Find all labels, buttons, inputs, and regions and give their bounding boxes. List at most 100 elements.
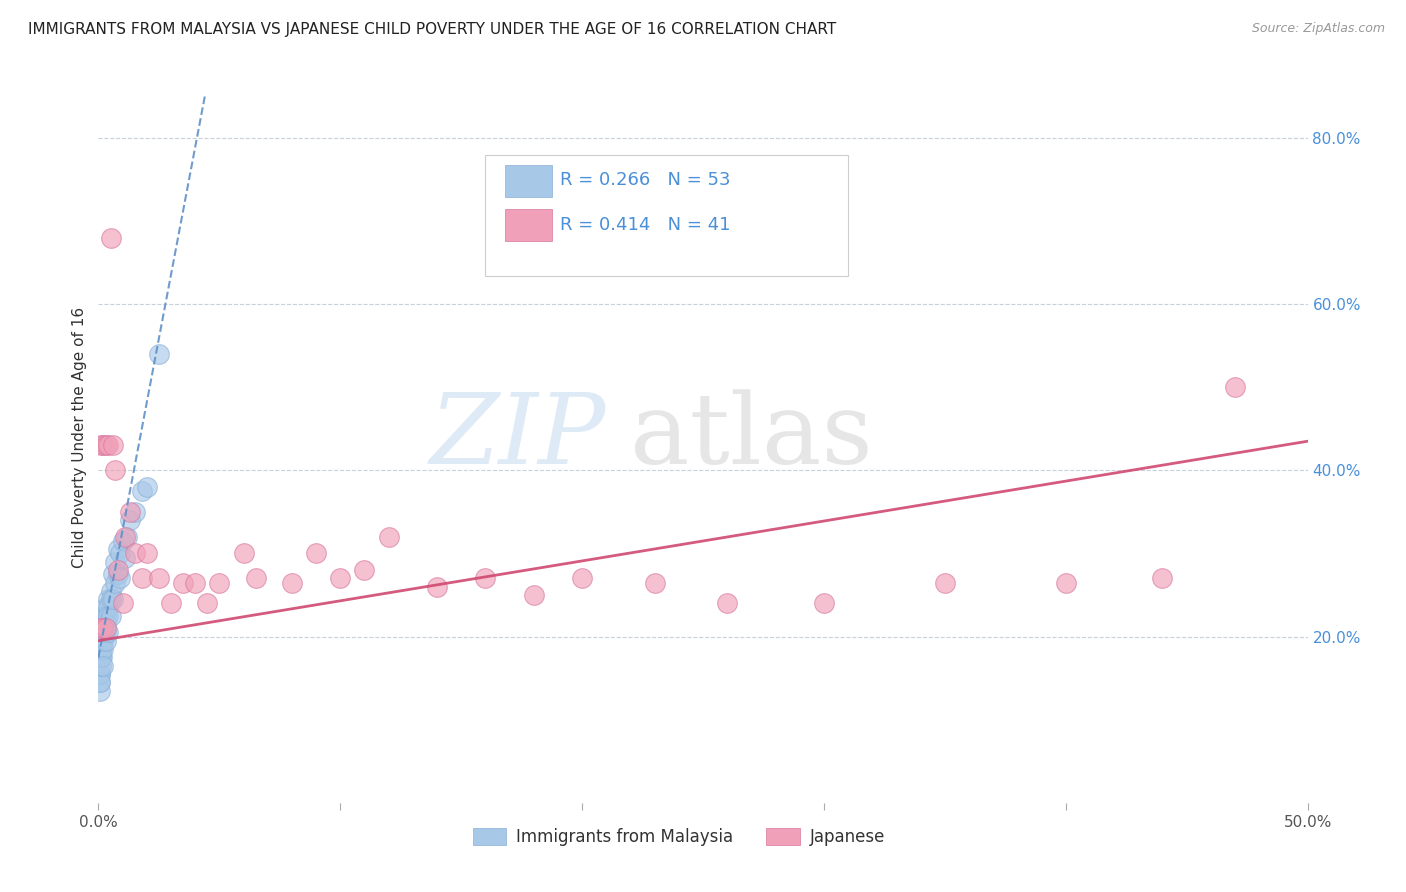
Point — [1223, 380, 1246, 394]
Point — [91, 633, 114, 648]
Point — [91, 608, 114, 623]
Legend: Immigrants from Malaysia, Japanese: Immigrants from Malaysia, Japanese — [465, 822, 891, 853]
Point — [100, 608, 122, 623]
Point — [100, 583, 122, 598]
Point — [100, 592, 122, 607]
Point — [89, 667, 111, 681]
Point — [111, 596, 134, 610]
FancyBboxPatch shape — [485, 155, 848, 277]
Point — [377, 530, 399, 544]
Point — [94, 621, 117, 635]
Point — [94, 600, 117, 615]
Point — [305, 546, 328, 560]
Point — [474, 571, 496, 585]
Point — [172, 575, 194, 590]
Point — [124, 546, 146, 560]
Point — [91, 633, 114, 648]
Point — [117, 530, 139, 544]
Text: R = 0.266   N = 53: R = 0.266 N = 53 — [561, 170, 731, 188]
Point — [101, 567, 124, 582]
Point — [135, 480, 157, 494]
Point — [90, 642, 112, 657]
Point — [97, 625, 120, 640]
Point — [91, 625, 114, 640]
Point — [195, 596, 218, 610]
Point — [90, 438, 112, 452]
Point — [107, 567, 129, 582]
Point — [91, 650, 114, 665]
Point — [1152, 571, 1174, 585]
Point — [1054, 575, 1077, 590]
Point — [111, 533, 134, 548]
Point — [104, 575, 127, 590]
Point — [523, 588, 546, 602]
Point — [94, 633, 117, 648]
Point — [94, 625, 117, 640]
Point — [329, 571, 352, 585]
Point — [114, 550, 136, 565]
Point — [97, 592, 120, 607]
Point — [104, 463, 127, 477]
Point — [148, 347, 170, 361]
Point — [107, 542, 129, 557]
Point — [90, 650, 112, 665]
FancyBboxPatch shape — [505, 209, 551, 241]
Point — [131, 484, 153, 499]
FancyBboxPatch shape — [505, 165, 551, 197]
Point — [97, 608, 120, 623]
Point — [90, 642, 112, 657]
Text: IMMIGRANTS FROM MALAYSIA VS JAPANESE CHILD POVERTY UNDER THE AGE OF 16 CORRELATI: IMMIGRANTS FROM MALAYSIA VS JAPANESE CHI… — [28, 22, 837, 37]
Point — [148, 571, 170, 585]
Point — [135, 546, 157, 560]
Point — [571, 571, 593, 585]
Point — [97, 600, 120, 615]
Point — [716, 596, 738, 610]
Point — [813, 596, 835, 610]
Point — [934, 575, 956, 590]
Point — [426, 580, 449, 594]
Point — [89, 683, 111, 698]
Point — [353, 563, 375, 577]
Point — [91, 658, 114, 673]
Point — [90, 633, 112, 648]
Point — [101, 438, 124, 452]
Point — [94, 608, 117, 623]
Point — [232, 546, 254, 560]
Point — [91, 621, 114, 635]
Point — [160, 596, 183, 610]
Text: atlas: atlas — [630, 389, 873, 485]
Point — [104, 555, 127, 569]
Point — [90, 625, 112, 640]
Point — [94, 438, 117, 452]
Point — [101, 592, 124, 607]
Point — [89, 667, 111, 681]
Point — [90, 658, 112, 673]
Point — [100, 230, 122, 244]
Point — [108, 571, 131, 585]
Point — [107, 563, 129, 577]
Point — [91, 642, 114, 657]
Point — [124, 505, 146, 519]
Text: ZIP: ZIP — [430, 390, 606, 484]
Point — [93, 608, 115, 623]
Point — [108, 546, 131, 560]
Point — [89, 675, 111, 690]
Point — [118, 513, 141, 527]
Point — [281, 575, 304, 590]
Point — [91, 617, 114, 632]
Point — [114, 530, 136, 544]
Point — [208, 575, 231, 590]
Point — [90, 621, 112, 635]
Point — [97, 438, 120, 452]
Point — [91, 438, 114, 452]
Point — [644, 575, 666, 590]
Point — [90, 633, 112, 648]
Point — [118, 505, 141, 519]
Point — [91, 625, 114, 640]
Point — [91, 617, 114, 632]
Point — [184, 575, 207, 590]
Text: Source: ZipAtlas.com: Source: ZipAtlas.com — [1251, 22, 1385, 36]
Point — [90, 650, 112, 665]
Text: R = 0.414   N = 41: R = 0.414 N = 41 — [561, 216, 731, 234]
Point — [131, 571, 153, 585]
